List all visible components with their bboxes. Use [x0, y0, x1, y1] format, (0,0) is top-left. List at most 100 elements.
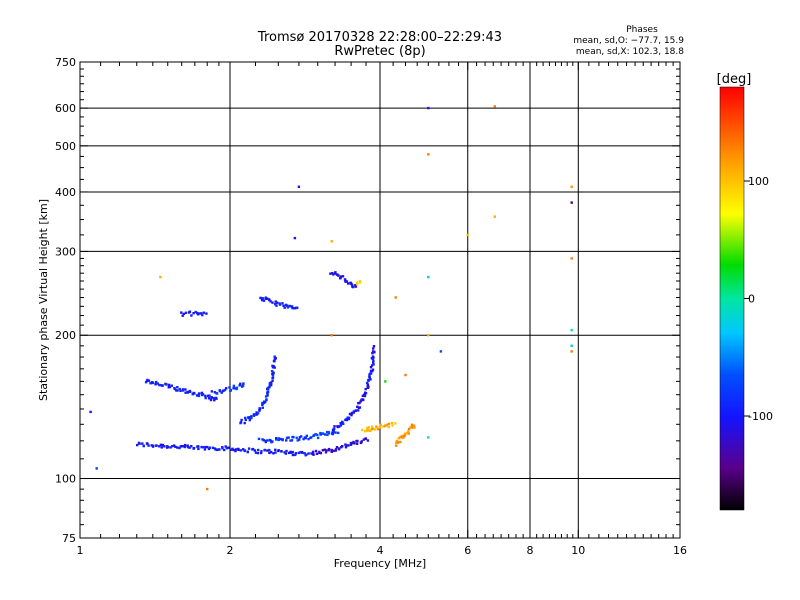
trace-point — [232, 384, 236, 388]
trace-point — [178, 387, 181, 391]
trace-point — [250, 415, 253, 418]
trace-point — [352, 411, 356, 414]
isolated-point — [206, 487, 209, 491]
trace-point — [187, 445, 190, 449]
trace-point — [210, 390, 214, 393]
isolated-point — [466, 233, 469, 237]
trace-point — [356, 439, 359, 443]
trace-point — [232, 448, 235, 452]
trace-point — [273, 366, 276, 369]
trace-point — [231, 447, 234, 450]
trace-point — [349, 443, 353, 446]
trace-point — [155, 444, 158, 447]
chart-title: Tromsø 20170328 22:28:00–22:29:43 — [257, 30, 502, 45]
trace-point — [353, 442, 356, 445]
trace-point — [201, 393, 205, 396]
trace-point — [395, 441, 398, 445]
trace-point — [195, 394, 199, 397]
chart-subtitle: RwPretec (8p) — [334, 44, 425, 59]
trace-point — [169, 446, 172, 449]
trace-point — [248, 418, 251, 422]
trace-point — [295, 436, 298, 439]
trace-point — [200, 391, 204, 395]
trace-point — [181, 314, 184, 317]
trace-point — [197, 394, 201, 398]
trace-point — [315, 452, 319, 455]
trace-point — [341, 275, 345, 278]
trace-point — [396, 441, 400, 444]
trace-point — [194, 310, 197, 314]
trace-point — [344, 446, 348, 449]
trace-point — [242, 448, 245, 451]
trace-point — [270, 370, 274, 373]
trace-point — [256, 451, 260, 455]
trace-point — [223, 388, 227, 392]
trace-point — [367, 385, 370, 389]
isolated-point — [404, 373, 407, 377]
trace-point — [266, 439, 269, 442]
trace-point — [283, 306, 286, 309]
trace-point — [264, 395, 268, 398]
trace-point — [391, 424, 394, 427]
trace-point — [204, 394, 207, 398]
trace-point — [239, 421, 242, 425]
trace-point — [319, 431, 322, 435]
trace-point — [290, 451, 293, 454]
isolated-point — [293, 236, 297, 240]
trace-point — [261, 406, 264, 409]
trace-point — [300, 435, 303, 438]
trace-point — [145, 379, 149, 383]
trace-point — [198, 392, 201, 395]
trace-point — [158, 445, 161, 448]
trace-point — [296, 306, 299, 309]
trace-point — [312, 434, 315, 437]
trace-point — [178, 446, 181, 450]
trace-point — [339, 276, 342, 280]
trace-point — [294, 452, 298, 455]
trace-point — [268, 385, 271, 389]
x-tick-label: 1 — [77, 544, 84, 557]
isolated-point — [394, 296, 397, 299]
trace-point — [182, 312, 186, 316]
trace-point — [243, 449, 247, 452]
trace-point — [372, 347, 375, 350]
trace-point — [369, 366, 373, 369]
trace-point — [215, 397, 218, 400]
trace-point — [266, 390, 270, 394]
trace-point — [291, 450, 294, 454]
trace-point — [163, 445, 166, 448]
trace-point — [324, 433, 327, 436]
trace-point — [198, 312, 201, 315]
trace-point — [146, 442, 149, 446]
trace-point — [314, 433, 317, 436]
trace-point — [330, 450, 333, 453]
trace-point — [186, 391, 189, 394]
trace-point — [372, 345, 376, 348]
legend-title: Phases — [626, 25, 658, 35]
trace-point — [395, 439, 398, 443]
trace-point — [277, 437, 281, 440]
trace-point — [407, 430, 410, 433]
trace-point — [224, 445, 227, 448]
trace-point — [401, 434, 404, 437]
trace-point — [296, 439, 299, 442]
trace-point — [371, 352, 374, 355]
trace-point — [309, 436, 312, 440]
y-tick-label: 200 — [55, 329, 76, 342]
isolated-point — [427, 436, 430, 439]
trace-point — [347, 444, 350, 447]
trace-point — [351, 442, 354, 445]
legend-line-o: mean, sd,O: −77.7, 15.9 — [573, 36, 684, 46]
trace-point — [307, 452, 310, 455]
trace-point — [281, 438, 284, 442]
trace-point — [334, 449, 337, 452]
trace-point — [271, 373, 275, 376]
trace-point — [200, 312, 203, 315]
y-tick-label: 75 — [62, 532, 76, 545]
trace-point — [207, 397, 211, 400]
trace-point — [280, 450, 283, 453]
trace-point — [159, 384, 162, 387]
trace-point — [314, 449, 318, 453]
trace-point — [299, 451, 302, 454]
trace-point — [354, 409, 357, 412]
